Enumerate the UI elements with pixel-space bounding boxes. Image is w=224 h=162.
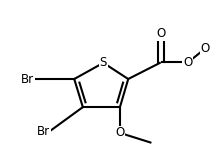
Text: O: O [200, 42, 210, 55]
Text: O: O [183, 56, 192, 69]
Text: S: S [100, 56, 107, 69]
Text: Br: Br [37, 125, 50, 138]
Text: O: O [156, 27, 165, 40]
Text: O: O [115, 126, 125, 139]
Text: Br: Br [21, 73, 34, 86]
